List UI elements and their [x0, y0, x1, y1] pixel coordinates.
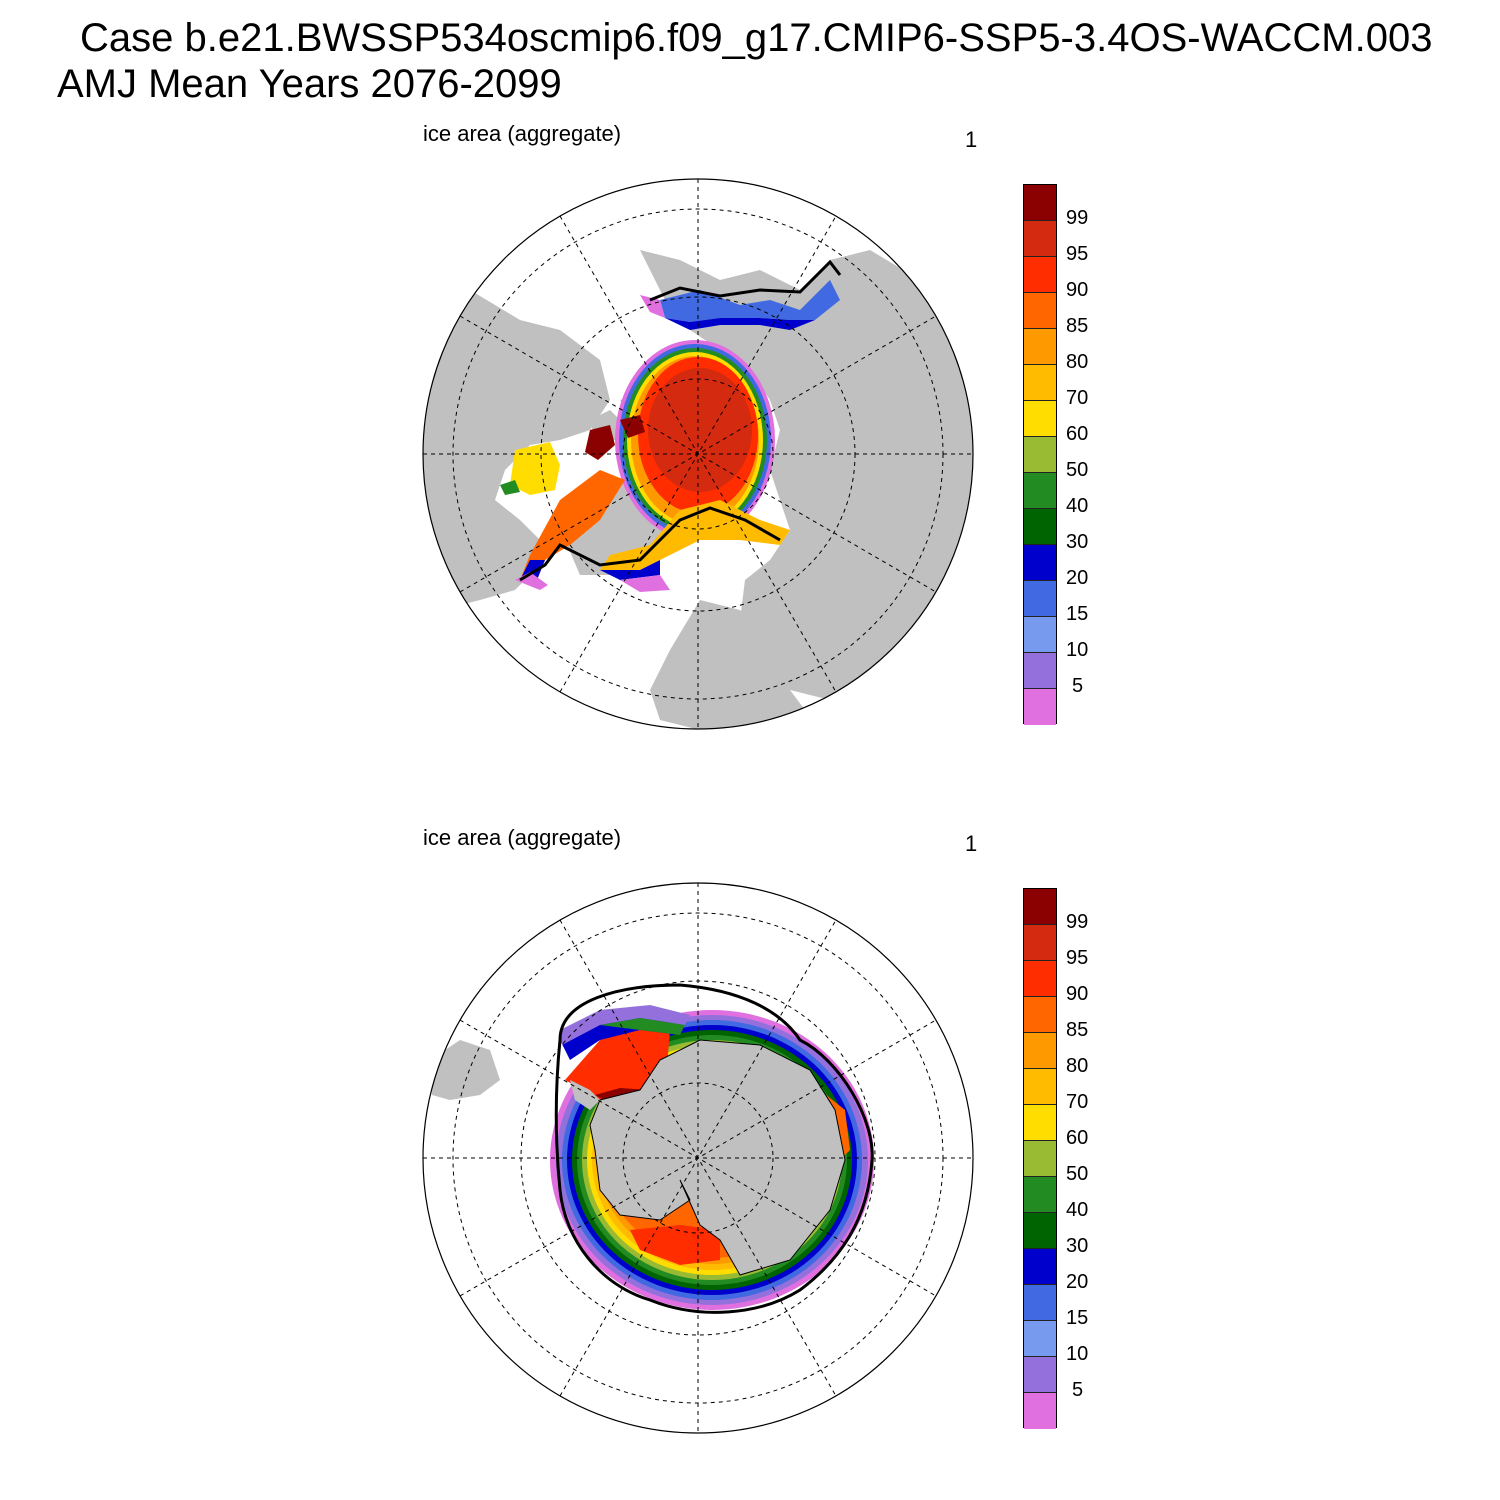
colorbar-box [1024, 925, 1056, 961]
north-polar-map [423, 179, 973, 729]
colorbar-label: 15 [1066, 603, 1089, 625]
colorbar-label: 30 [1066, 531, 1089, 553]
south-map-border [422, 882, 974, 1434]
colorbar-label: 80 [1066, 351, 1089, 373]
colorbar-label: 90 [1066, 983, 1089, 1005]
colorbar-label: 50 [1066, 459, 1089, 481]
north-subtitle: ice area (aggregate) [423, 121, 622, 146]
colorbar-label: 70 [1066, 387, 1089, 409]
colorbar-box [1024, 1213, 1056, 1249]
south-polar-map [423, 883, 973, 1433]
colorbar-label: 95 [1066, 243, 1089, 265]
south-colorbar [1023, 888, 1057, 1429]
antarctica-land [589, 1039, 846, 1276]
colorbar-label: 20 [1066, 567, 1089, 589]
colorbar-label: 10 [1066, 1343, 1089, 1365]
colorbar-box [1024, 1285, 1056, 1321]
colorbar-label: 99 [1066, 911, 1089, 933]
colorbar-box [1024, 437, 1056, 473]
colorbar-box [1024, 293, 1056, 329]
figure-title-season: AMJ Mean Years 2076-2099 [57, 62, 562, 106]
colorbar-box [1024, 221, 1056, 257]
south-units: 1 [965, 831, 978, 856]
colorbar-label: 5 [1072, 1379, 1084, 1401]
colorbar-label: 50 [1066, 1163, 1089, 1185]
colorbar-label: 10 [1066, 639, 1089, 661]
south-ice-edge-contour [554, 983, 874, 1314]
colorbar-box [1024, 997, 1056, 1033]
colorbar-box [1024, 401, 1056, 437]
colorbar-label: 15 [1066, 1307, 1089, 1329]
north-units: 1 [965, 127, 978, 152]
colorbar-label: 40 [1066, 1199, 1089, 1221]
north-colorbar [1023, 184, 1057, 725]
colorbar-box [1024, 617, 1056, 653]
north-map-border [422, 178, 974, 730]
colorbar-label: 85 [1066, 315, 1089, 337]
colorbar-box [1024, 889, 1056, 925]
south-subtitle: ice area (aggregate) [423, 825, 622, 850]
colorbar-label: 80 [1066, 1055, 1089, 1077]
colorbar-box [1024, 1321, 1056, 1357]
figure-title-case: Case b.e21.BWSSP534oscmip6.f09_g17.CMIP6… [80, 16, 1433, 60]
colorbar-label: 60 [1066, 1127, 1089, 1149]
north-sea-ice [500, 280, 840, 592]
north-graticule [423, 179, 973, 729]
colorbar-label: 30 [1066, 1235, 1089, 1257]
colorbar-box [1024, 1393, 1056, 1429]
colorbar-label: 99 [1066, 207, 1089, 229]
colorbar-label: 60 [1066, 423, 1089, 445]
colorbar-box [1024, 185, 1056, 221]
colorbar-box [1024, 257, 1056, 293]
south-america-land [430, 1040, 500, 1100]
colorbar-box [1024, 1105, 1056, 1141]
colorbar-box [1024, 653, 1056, 689]
colorbar-box [1024, 1249, 1056, 1285]
colorbar-label: 70 [1066, 1091, 1089, 1113]
antarctic-peninsula-land [570, 1080, 600, 1110]
colorbar-box [1024, 961, 1056, 997]
colorbar-box [1024, 473, 1056, 509]
colorbar-box [1024, 509, 1056, 545]
colorbar-box [1024, 1069, 1056, 1105]
colorbar-box [1024, 581, 1056, 617]
south-graticule [423, 883, 973, 1433]
colorbar-box [1024, 689, 1056, 725]
colorbar-box [1024, 545, 1056, 581]
colorbar-box [1024, 1177, 1056, 1213]
colorbar-box [1024, 1141, 1056, 1177]
colorbar-box [1024, 365, 1056, 401]
colorbar-label: 90 [1066, 279, 1089, 301]
colorbar-box [1024, 1033, 1056, 1069]
colorbar-box [1024, 329, 1056, 365]
colorbar-label: 85 [1066, 1019, 1089, 1041]
colorbar-box [1024, 1357, 1056, 1393]
colorbar-label: 95 [1066, 947, 1089, 969]
colorbar-label: 20 [1066, 1271, 1089, 1293]
colorbar-label: 5 [1072, 675, 1084, 697]
north-ice-edge-contour [519, 259, 842, 582]
colorbar-label: 40 [1066, 495, 1089, 517]
